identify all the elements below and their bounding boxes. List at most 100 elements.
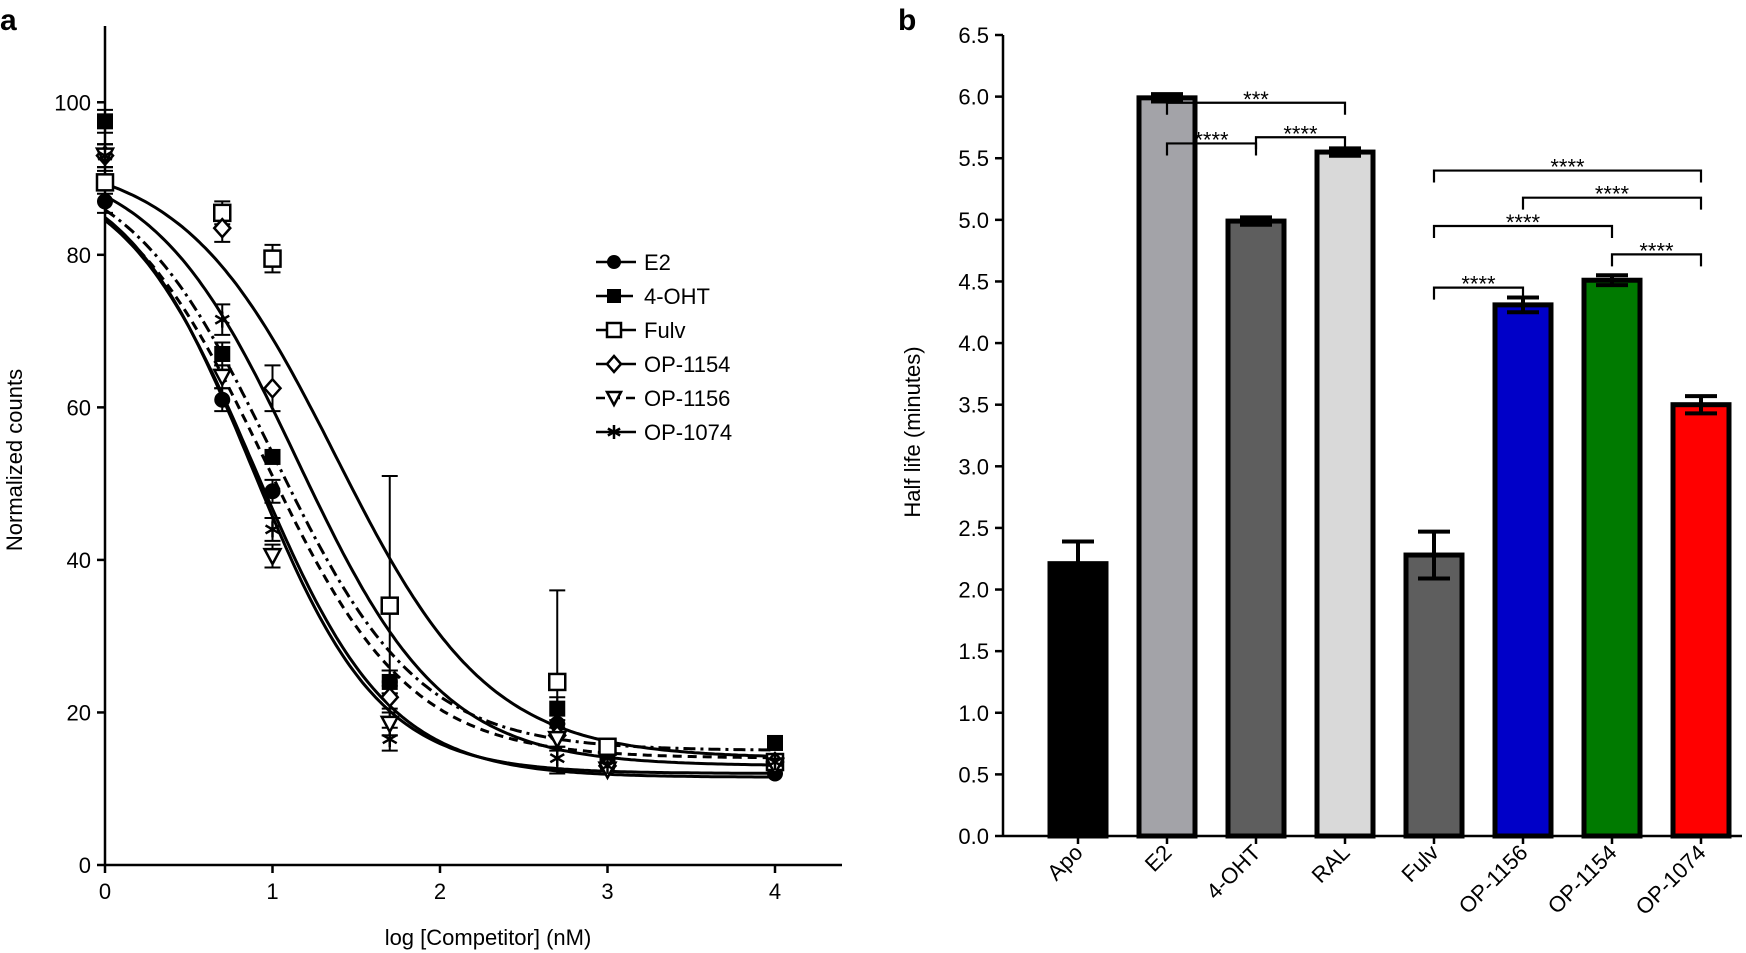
bar-op-1156 bbox=[1492, 302, 1554, 839]
significance-label: **** bbox=[1506, 210, 1541, 235]
panel-a-y-axis-title: Normalized counts bbox=[2, 369, 27, 551]
panel-b-y-tick-label: 5.0 bbox=[958, 208, 989, 233]
panel-b-y-tick-label: 2.0 bbox=[958, 578, 989, 603]
legend-marker-e2 bbox=[607, 255, 621, 269]
panel-b-x-ticks: Apo E2 4-OHT RAL Fulv OP-1156 OP-1154 OP-1074 bbox=[1042, 836, 1711, 920]
point-op-1154 bbox=[380, 686, 400, 709]
significance-bracket bbox=[1432, 169, 1703, 183]
point-fulv bbox=[95, 173, 115, 192]
point-op-1074 bbox=[97, 147, 113, 164]
point-e2 bbox=[214, 391, 231, 408]
point-op-1156 bbox=[212, 368, 233, 388]
panel-a-y-tick-label: 100 bbox=[54, 90, 91, 115]
bar-op-1154 bbox=[1581, 277, 1643, 839]
significance-bracket bbox=[1432, 224, 1614, 239]
significance-bracket bbox=[1521, 196, 1703, 210]
significance-bracket bbox=[1610, 253, 1703, 267]
bar-ral bbox=[1314, 149, 1376, 839]
point-op-1074 bbox=[549, 750, 565, 767]
point-4-oht bbox=[549, 700, 566, 717]
point-fulv bbox=[548, 672, 567, 692]
fit-curve-4-oht bbox=[104, 208, 775, 752]
legend-marker-fulv bbox=[605, 321, 623, 339]
panel-a-data-points bbox=[94, 113, 786, 782]
significance-bracket bbox=[1254, 136, 1347, 150]
panel-a-x-tick-label: 0 bbox=[99, 879, 111, 904]
panel-a-x-axis-title: log [Competitor] (nM) bbox=[385, 925, 592, 950]
panel-b-significance-brackets: ******************************* bbox=[1165, 87, 1703, 300]
error-bar-op-1154 bbox=[1596, 273, 1628, 288]
fit-curve-op-1154 bbox=[104, 194, 776, 767]
fit-curve-op-1074 bbox=[104, 216, 775, 775]
point-4-oht bbox=[214, 345, 231, 362]
bar-4-oht bbox=[1225, 218, 1287, 839]
bar-apo bbox=[1047, 561, 1109, 839]
legend-label-op-1156: OP-1156 bbox=[644, 386, 730, 411]
panel-b-y-tick-label: 0.0 bbox=[958, 824, 989, 849]
significance-label: **** bbox=[1639, 238, 1674, 263]
legend-label-e2: E2 bbox=[644, 250, 671, 275]
panel-a-x-tick-label: 4 bbox=[769, 879, 781, 904]
error-bar-fulv bbox=[1418, 529, 1450, 581]
panel-b-y-tick-label: 3.0 bbox=[958, 454, 989, 479]
x-tick-label-4-oht: 4-OHT bbox=[1201, 840, 1265, 904]
point-4-oht bbox=[767, 734, 783, 751]
bar-e2 bbox=[1136, 95, 1198, 839]
point-4-oht bbox=[264, 448, 281, 465]
panel-a-x-ticks: 0 1 2 3 4 bbox=[99, 865, 781, 904]
legend-marker-op-1156 bbox=[604, 390, 624, 408]
significance-label: **** bbox=[1595, 182, 1630, 207]
x-tick-label-op-1154: OP-1154 bbox=[1543, 840, 1622, 919]
panel-a-y-tick-label: 40 bbox=[67, 548, 91, 573]
point-4-oht bbox=[97, 113, 113, 130]
point-fulv bbox=[380, 596, 399, 615]
point-op-1074 bbox=[214, 311, 230, 328]
panel-a-x-tick-label: 2 bbox=[434, 879, 446, 904]
point-e2 bbox=[264, 483, 281, 500]
point-op-1156 bbox=[379, 715, 400, 735]
panel-b-label: b bbox=[898, 4, 916, 37]
panel-b: b 0.0 0.5 1.0 1.5 2.0 2.5 3.0 3.5 4.0 4.5 5.0 5.5 6.… bbox=[898, 4, 1742, 920]
significance-bracket bbox=[1165, 142, 1258, 156]
significance-label: **** bbox=[1283, 121, 1318, 146]
point-op-1156 bbox=[547, 730, 568, 750]
bar-fulv bbox=[1403, 552, 1465, 839]
panel-b-y-tick-label: 5.5 bbox=[958, 146, 989, 171]
panel-b-y-tick-label: 6.5 bbox=[958, 23, 989, 48]
panel-b-y-tick-label: 3.5 bbox=[958, 393, 989, 418]
point-fulv bbox=[598, 737, 617, 757]
point-fulv bbox=[263, 249, 282, 268]
point-op-1154 bbox=[212, 217, 232, 240]
panel-a-error-bars bbox=[97, 108, 566, 775]
panel-b-y-tick-label: 6.0 bbox=[958, 85, 989, 110]
panel-a-legend: E2 4-OHT Fulv OP-1154 OP-1156 OP-1074 bbox=[596, 250, 732, 445]
legend-label-op-1074: OP-1074 bbox=[644, 420, 732, 445]
point-4-oht bbox=[381, 673, 398, 690]
error-bar-op-1074 bbox=[1685, 394, 1717, 416]
panel-a-y-tick-label: 80 bbox=[67, 243, 91, 268]
fit-curve-fulv bbox=[104, 182, 776, 758]
legend-marker-4-oht bbox=[607, 289, 621, 303]
panel-a-x-tick-label: 1 bbox=[266, 879, 278, 904]
panel-b-y-tick-label: 4.5 bbox=[958, 269, 989, 294]
legend-marker-op-1154 bbox=[605, 354, 623, 374]
panel-a-x-tick-label: 3 bbox=[601, 879, 613, 904]
error-bar-apo bbox=[1062, 539, 1094, 588]
panel-a-label: a bbox=[0, 4, 17, 37]
x-tick-label-fulv: Fulv bbox=[1396, 840, 1443, 887]
panel-a-y-tick-label: 60 bbox=[67, 395, 91, 420]
significance-label: **** bbox=[1194, 127, 1229, 152]
panel-a-y-tick-label: 0 bbox=[79, 853, 91, 878]
panel-b-y-axis-title: Half life (minutes) bbox=[900, 346, 925, 517]
panel-b-y-ticks: 0.0 0.5 1.0 1.5 2.0 2.5 3.0 3.5 4.0 4.5 5.0 5.5 6.0 6… bbox=[958, 23, 1003, 849]
x-tick-label-op-1156: OP-1156 bbox=[1454, 840, 1533, 919]
x-tick-label-e2: E2 bbox=[1140, 840, 1177, 877]
error-bar-e2 bbox=[1151, 92, 1183, 104]
legend-label-op-1154: OP-1154 bbox=[644, 352, 730, 377]
significance-label: **** bbox=[1550, 155, 1585, 180]
significance-label: **** bbox=[1461, 272, 1496, 297]
panel-b-error-bars bbox=[1062, 92, 1717, 588]
point-e2 bbox=[97, 193, 113, 210]
panel-a-y-ticks: 0 20 40 60 80 100 bbox=[54, 90, 105, 878]
point-op-1154 bbox=[262, 377, 283, 400]
